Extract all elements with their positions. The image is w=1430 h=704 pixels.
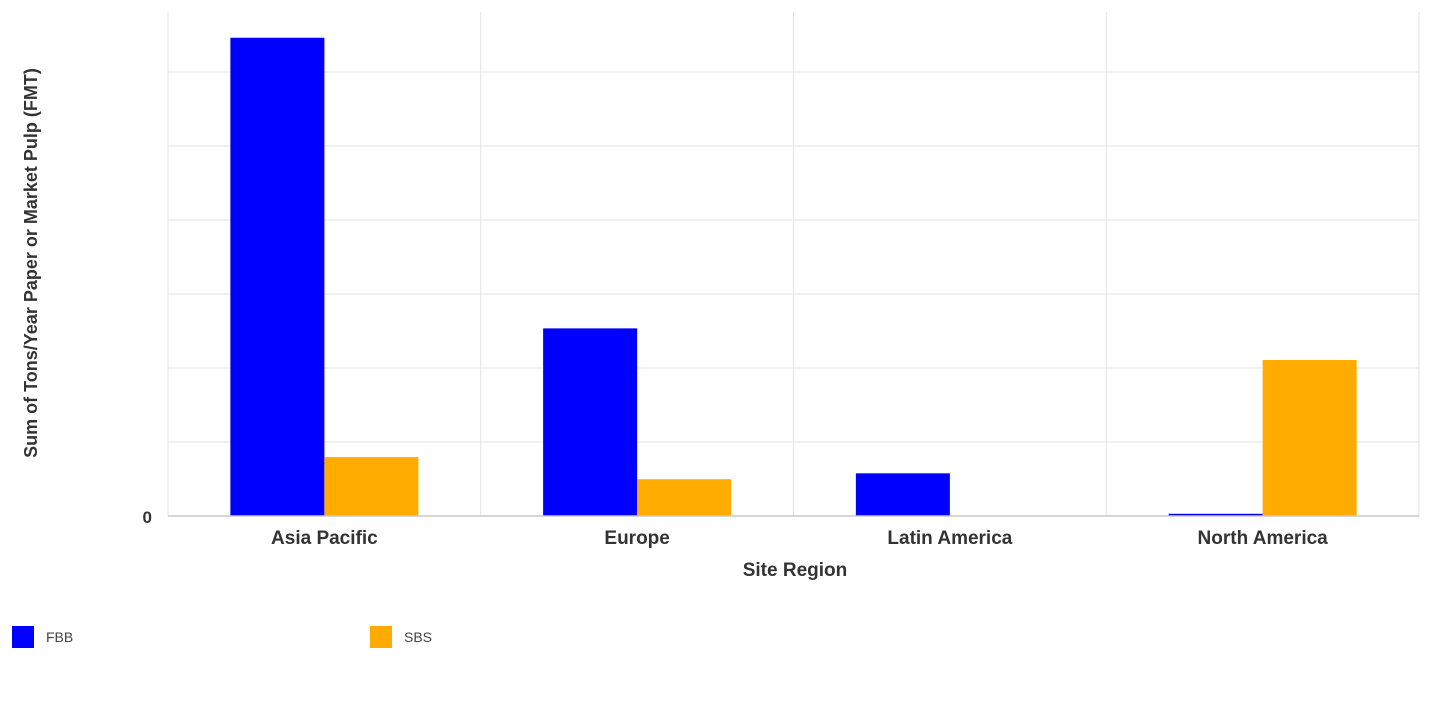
x-tick-label-asia-pacific: Asia Pacific [271,528,378,549]
legend-item-sbs[interactable]: SBS [370,626,432,648]
legend-label-fbb: FBB [46,629,74,645]
gridlines [167,12,1420,516]
legend-item-fbb[interactable]: FBB [12,626,73,648]
legend-swatch-sbs [370,626,392,648]
legend-label-sbs: SBS [404,629,433,645]
bar-fbb-latin-america[interactable] [855,473,950,516]
x-tick-label-latin-america: Latin America [887,528,1012,549]
y-axis-title: Sum of Tons/Year Paper or Market Pulp (F… [21,68,41,458]
bar-fbb-north-america[interactable] [1168,513,1263,516]
x-tick-labels: Asia Pacific Europe Latin America North Ame… [271,528,1328,549]
y-tick-label-0: 0 [143,508,152,527]
x-tick-label-europe: Europe [604,528,669,549]
bar-fbb-asia-pacific[interactable] [230,37,325,516]
legend-swatch-fbb [12,626,34,648]
bar-sbs-europe[interactable] [637,479,732,516]
bar-sbs-asia-pacific[interactable] [324,457,419,516]
bar-fbb-europe[interactable] [543,328,638,516]
bars [230,37,1357,516]
x-tick-label-north-america: North America [1198,528,1329,549]
bar-sbs-north-america[interactable] [1262,360,1357,516]
x-axis-title: Site Region [743,560,848,581]
